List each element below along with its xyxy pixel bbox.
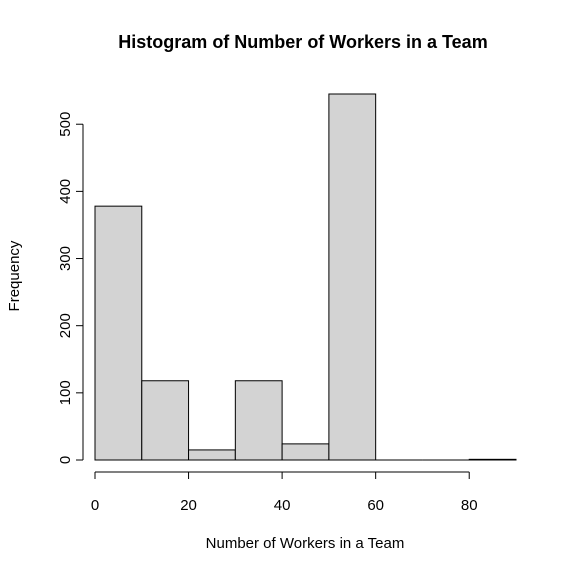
x-tick-label: 80 [461, 497, 478, 514]
histogram-bar [468, 458, 517, 461]
histogram-bar [328, 93, 377, 461]
histogram-bar [188, 449, 236, 461]
histogram-bars [94, 93, 517, 461]
histogram-bar [281, 443, 330, 461]
x-tick-label: 60 [367, 497, 384, 514]
histogram-bar [141, 380, 190, 461]
y-axis: 0 100 200 300 400 500 [57, 112, 84, 464]
y-tick-label: 100 [57, 380, 74, 405]
y-tick-label: 500 [57, 112, 74, 137]
y-tick-label: 400 [57, 179, 74, 204]
x-tick-label: 20 [180, 497, 197, 514]
chart-title: Histogram of Number of Workers in a Team [118, 32, 487, 52]
y-tick-label: 300 [57, 246, 74, 271]
x-tick-label: 0 [91, 497, 99, 514]
histogram-bar [94, 205, 143, 461]
y-tick-label: 200 [57, 313, 74, 338]
y-tick-label: 0 [57, 456, 74, 464]
x-axis: 0 20 40 60 80 [91, 471, 478, 514]
x-axis-label: Number of Workers in a Team [206, 535, 405, 552]
y-axis-label: Frequency [6, 240, 23, 311]
histogram-bar [234, 380, 283, 461]
x-tick-label: 40 [274, 497, 291, 514]
